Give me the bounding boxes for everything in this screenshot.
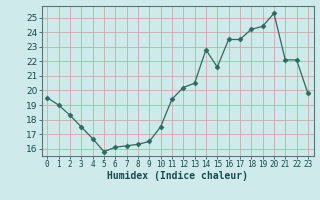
X-axis label: Humidex (Indice chaleur): Humidex (Indice chaleur): [107, 171, 248, 181]
